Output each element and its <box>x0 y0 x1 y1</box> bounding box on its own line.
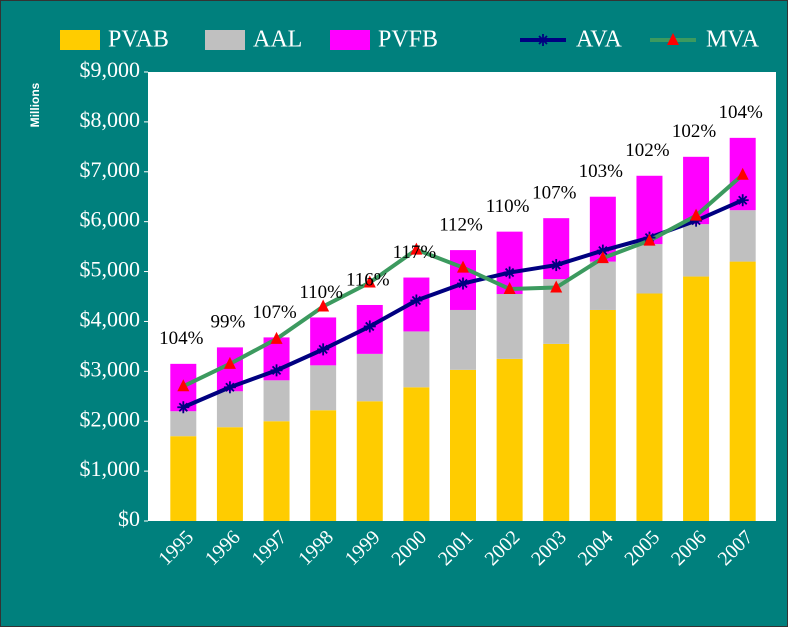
bar-segment <box>310 410 337 521</box>
line-marker <box>410 294 423 307</box>
ratio-label: 116% <box>346 269 390 290</box>
y-tick-label: $0 <box>118 506 140 531</box>
y-tick-label: $4,000 <box>80 306 141 331</box>
bar-segment <box>170 436 197 521</box>
ratio-label: 99% <box>211 312 246 333</box>
y-tick-label: $2,000 <box>80 406 141 431</box>
y-tick-label: $5,000 <box>80 257 141 282</box>
line-marker <box>503 282 516 295</box>
ratio-label: 104% <box>719 102 764 123</box>
bar-segment <box>403 387 430 521</box>
line-marker <box>550 259 563 272</box>
bar-segment <box>216 391 243 428</box>
bar-segment <box>450 309 476 370</box>
line-marker <box>363 320 376 333</box>
ratio-label: 112% <box>439 214 483 235</box>
bar-segment <box>263 380 290 422</box>
bar-segment <box>496 294 523 359</box>
line-marker <box>177 401 190 414</box>
bar-segment <box>683 224 710 277</box>
bar-segment <box>729 210 756 262</box>
line-marker <box>317 343 330 356</box>
line-marker <box>363 275 376 288</box>
line-marker <box>643 233 656 246</box>
ratio-label: 104% <box>159 328 204 349</box>
line-marker <box>457 277 469 290</box>
line-marker <box>223 381 236 394</box>
legend-swatch <box>60 30 100 50</box>
line-marker <box>410 242 423 255</box>
y-tick-label: $7,000 <box>80 157 141 182</box>
bar-segment <box>543 343 570 521</box>
ratio-label: 117% <box>393 242 437 263</box>
bar-segment <box>356 401 383 521</box>
bar-segment <box>589 261 616 310</box>
bar-segment <box>170 411 197 437</box>
bar-segment <box>496 358 523 521</box>
ratio-label: 102% <box>672 121 717 142</box>
bar-segment <box>216 427 243 521</box>
legend-swatch <box>205 30 245 50</box>
bar-segment <box>403 331 430 388</box>
ratio-label: 107% <box>252 302 297 323</box>
line-marker <box>596 251 609 264</box>
ratio-label: 110% <box>486 196 530 217</box>
legend-swatch <box>330 30 370 50</box>
line-marker <box>503 266 516 279</box>
y-tick-label: $1,000 <box>80 456 141 481</box>
line-marker <box>550 280 563 293</box>
line-marker <box>457 260 469 273</box>
bar-segment <box>589 309 616 521</box>
bar-segment <box>636 244 663 294</box>
legend-label: MVA <box>706 27 760 53</box>
bar-segment <box>310 317 337 366</box>
line-marker <box>270 331 283 344</box>
line-marker <box>736 194 749 207</box>
bar-segment <box>356 353 383 402</box>
y-tick-label: $3,000 <box>80 356 141 381</box>
line-marker <box>690 208 703 221</box>
line-marker <box>223 356 236 369</box>
ratio-label: 107% <box>532 183 577 204</box>
ratio-label: 102% <box>625 140 670 161</box>
legend-label: AVA <box>576 27 622 53</box>
y-tick-label: $8,000 <box>80 107 141 132</box>
ratio-label: 103% <box>579 161 624 182</box>
bar-segment <box>310 365 337 411</box>
line-marker <box>736 167 749 180</box>
bar-segment <box>683 276 710 521</box>
line-marker <box>177 379 190 392</box>
ratio-label: 110% <box>299 282 343 303</box>
y-axis-label: Millions <box>28 82 42 127</box>
legend-label: AAL <box>253 27 302 53</box>
legend-marker <box>667 33 679 45</box>
y-tick-label: $9,000 <box>80 57 141 82</box>
legend-label: PVFB <box>378 27 438 53</box>
bar-segment <box>263 421 290 521</box>
y-tick-label: $6,000 <box>80 207 141 232</box>
bar-segment <box>729 261 756 521</box>
line-marker <box>270 364 283 377</box>
bar-segment <box>636 293 663 521</box>
legend-label: PVAB <box>108 27 169 53</box>
line-marker <box>317 299 330 312</box>
bar-segment <box>450 369 476 521</box>
